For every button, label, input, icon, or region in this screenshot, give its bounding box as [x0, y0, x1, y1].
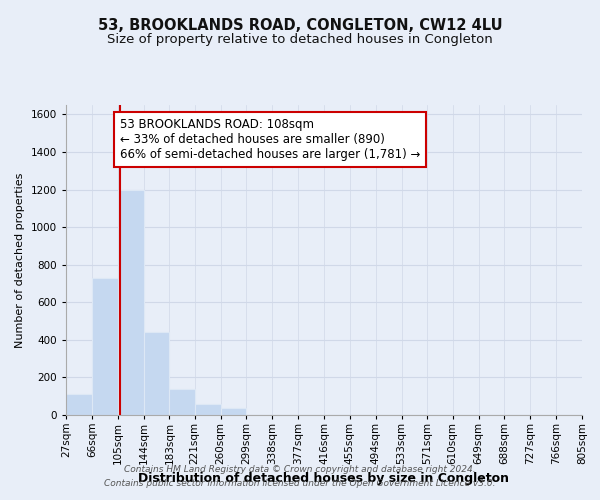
Text: 53, BROOKLANDS ROAD, CONGLETON, CW12 4LU: 53, BROOKLANDS ROAD, CONGLETON, CW12 4LU — [98, 18, 502, 32]
Text: Contains HM Land Registry data © Crown copyright and database right 2024.
Contai: Contains HM Land Registry data © Crown c… — [104, 466, 496, 487]
Text: 53 BROOKLANDS ROAD: 108sqm
← 33% of detached houses are smaller (890)
66% of sem: 53 BROOKLANDS ROAD: 108sqm ← 33% of deta… — [120, 118, 420, 161]
Bar — [92, 278, 118, 415]
Bar — [221, 408, 247, 415]
Bar — [118, 190, 143, 415]
Bar — [169, 388, 194, 415]
Bar — [194, 404, 221, 415]
Bar — [66, 394, 92, 415]
Text: Size of property relative to detached houses in Congleton: Size of property relative to detached ho… — [107, 32, 493, 46]
Bar — [143, 332, 169, 415]
Y-axis label: Number of detached properties: Number of detached properties — [15, 172, 25, 348]
X-axis label: Distribution of detached houses by size in Congleton: Distribution of detached houses by size … — [139, 472, 509, 486]
